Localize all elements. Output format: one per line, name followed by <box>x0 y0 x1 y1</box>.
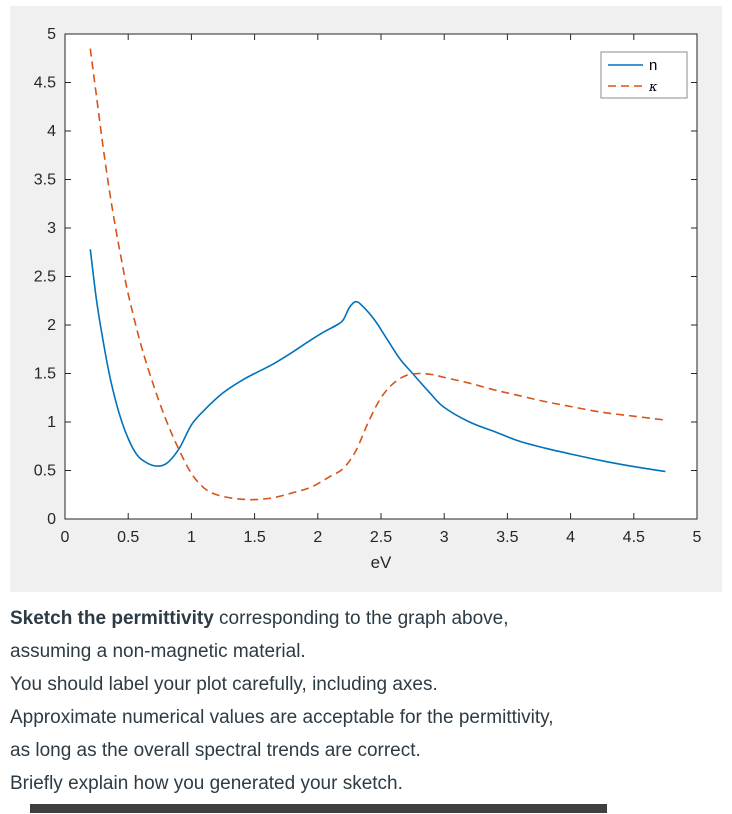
svg-text:1: 1 <box>187 529 196 546</box>
question-line-1: Sketch the permittivity corresponding to… <box>10 602 732 635</box>
cropped-panel-edge <box>30 804 607 813</box>
svg-text:1.5: 1.5 <box>34 366 56 383</box>
svg-text:4: 4 <box>47 123 56 140</box>
svg-text:1.5: 1.5 <box>243 529 265 546</box>
svg-text:3: 3 <box>47 220 56 237</box>
question-bold-segment: Sketch the permittivity <box>10 608 214 629</box>
svg-text:eV: eV <box>371 553 392 572</box>
svg-text:4: 4 <box>566 529 575 546</box>
svg-text:0: 0 <box>61 529 70 546</box>
svg-text:1: 1 <box>47 414 56 431</box>
question-line-4: Approximate numerical values are accepta… <box>10 707 554 728</box>
svg-text:2: 2 <box>313 529 322 546</box>
question-line-1-rest: corresponding to the graph above, <box>213 608 509 629</box>
svg-text:4.5: 4.5 <box>34 75 56 92</box>
svg-text:n: n <box>649 57 657 74</box>
question-text: Sketch the permittivity corresponding to… <box>10 602 732 800</box>
svg-text:5: 5 <box>47 26 56 43</box>
svg-text:3: 3 <box>440 529 449 546</box>
svg-text:κ: κ <box>648 80 658 95</box>
question-line-5: as long as the overall spectral trends a… <box>10 740 421 761</box>
svg-text:4.5: 4.5 <box>623 529 645 546</box>
svg-text:3.5: 3.5 <box>34 172 56 189</box>
question-line-6: Briefly explain how you generated your s… <box>10 773 403 794</box>
svg-text:5: 5 <box>693 529 702 546</box>
svg-text:2.5: 2.5 <box>34 269 56 286</box>
svg-text:0.5: 0.5 <box>117 529 139 546</box>
svg-text:0: 0 <box>47 511 56 528</box>
matlab-figure: 0 0.5 1 1.5 2 2.5 3 3.5 4 4.5 5 0 0.5 1 1.5 2 2.5 3 3.5 4 4.… <box>10 6 722 592</box>
svg-text:0.5: 0.5 <box>34 463 56 480</box>
nk-spectrum-chart: 0 0.5 1 1.5 2 2.5 3 3.5 4 4.5 5 0 0.5 1 1.5 2 2.5 3 3.5 4 4.… <box>34 26 702 572</box>
question-line-2: assuming a non-magnetic material. <box>10 641 306 662</box>
question-line-3: You should label your plot carefully, in… <box>10 674 438 695</box>
svg-text:2: 2 <box>47 317 56 334</box>
page: 0 0.5 1 1.5 2 2.5 3 3.5 4 4.5 5 0 0.5 1 1.5 2 2.5 3 3.5 4 4.… <box>0 6 732 813</box>
svg-text:3.5: 3.5 <box>496 529 518 546</box>
svg-text:2.5: 2.5 <box>370 529 392 546</box>
